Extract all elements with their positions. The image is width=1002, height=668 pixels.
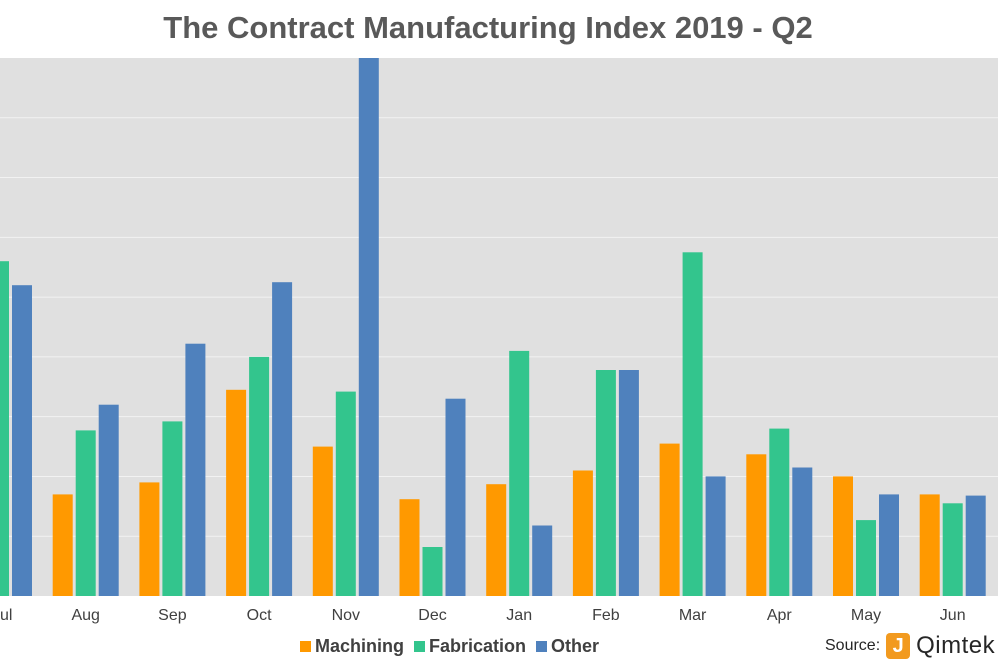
bar-machining-oct: [226, 389, 247, 596]
bar-other-aug: [98, 404, 119, 596]
bar-fabrication-jun: [942, 503, 963, 596]
bar-other-dec: [445, 398, 466, 596]
x-tick-label-jun: Jun: [940, 607, 966, 624]
bar-fabrication-may: [856, 520, 876, 596]
bar-fabrication-nov: [335, 391, 356, 596]
legend-item-fabrication: Fabrication: [414, 636, 526, 657]
bar-other-feb: [618, 370, 639, 596]
source-label: Source:: [825, 637, 881, 654]
chart-title: The Contract Manufacturing Index 2019 - …: [163, 10, 813, 45]
x-axis-ticks: ul Aug Sep Oct Nov Dec Jan Feb Mar Apr May Jun: [0, 607, 966, 624]
bar-other-jul: [12, 285, 32, 596]
x-tick-label-may: May: [851, 607, 881, 624]
bar-machining-mar: [659, 443, 680, 596]
bar-other-sep: [185, 343, 206, 596]
legend-swatch-fabrication: [414, 640, 425, 652]
legend-swatch-machining: [300, 640, 311, 652]
bar-chart: ul Aug Sep Oct Nov Dec Jan Feb Mar Apr May Jun: [0, 58, 998, 624]
bar-other-jan: [532, 525, 553, 596]
bar-fabrication-feb: [595, 370, 616, 596]
bar-other-oct: [272, 282, 293, 596]
bar-machining-may: [833, 476, 853, 596]
x-tick-label-jul: ul: [0, 607, 12, 624]
bar-other-apr: [792, 467, 813, 596]
legend-item-other: Other: [536, 636, 599, 657]
bar-other-may: [879, 494, 899, 596]
bar-fabrication-oct: [249, 356, 270, 596]
legend: Machining Fabrication Other: [300, 634, 599, 658]
bar-machining-feb: [572, 470, 593, 596]
legend-label-other: Other: [551, 635, 600, 656]
bar-machining-nov: [312, 446, 333, 596]
gridlines: [0, 117, 998, 537]
qimtek-logo-icon: J: [886, 633, 911, 659]
x-tick-label-mar: Mar: [679, 607, 707, 624]
bar-machining-jun: [919, 494, 940, 596]
qimtek-logo-text: Qimtek: [916, 632, 996, 659]
x-tick-label-nov: Nov: [332, 607, 360, 624]
x-tick-label-dec: Dec: [418, 607, 446, 624]
bar-fabrication-apr: [769, 428, 790, 596]
bar-fabrication-mar: [682, 252, 703, 597]
bars: [0, 58, 986, 597]
bar-machining-dec: [399, 499, 420, 596]
x-tick-label-oct: Oct: [247, 607, 272, 624]
source-credit: Source: J Qimtek: [825, 630, 995, 662]
bar-other-jun: [965, 495, 986, 596]
x-tick-label-jan: Jan: [506, 607, 532, 624]
bar-fabrication-aug: [75, 430, 96, 596]
bar-other-mar: [705, 476, 726, 596]
bar-fabrication-dec: [422, 547, 443, 596]
bar-machining-sep: [139, 482, 160, 596]
x-tick-label-sep: Sep: [158, 607, 187, 624]
legend-label-fabrication: Fabrication: [429, 635, 527, 656]
legend-label-machining: Machining: [315, 635, 404, 656]
bar-fabrication-sep: [162, 421, 183, 596]
bar-fabrication-jul: [0, 261, 9, 596]
x-tick-label-feb: Feb: [592, 607, 620, 624]
legend-item-machining: Machining: [300, 636, 404, 657]
bar-machining-jan: [486, 484, 507, 596]
bar-machining-aug: [52, 494, 73, 596]
bar-machining-apr: [746, 454, 767, 596]
x-tick-label-apr: Apr: [767, 607, 793, 624]
x-tick-label-aug: Aug: [71, 607, 99, 624]
legend-swatch-other: [536, 640, 548, 652]
bar-other-nov: [358, 58, 379, 596]
bar-fabrication-jan: [509, 350, 530, 596]
